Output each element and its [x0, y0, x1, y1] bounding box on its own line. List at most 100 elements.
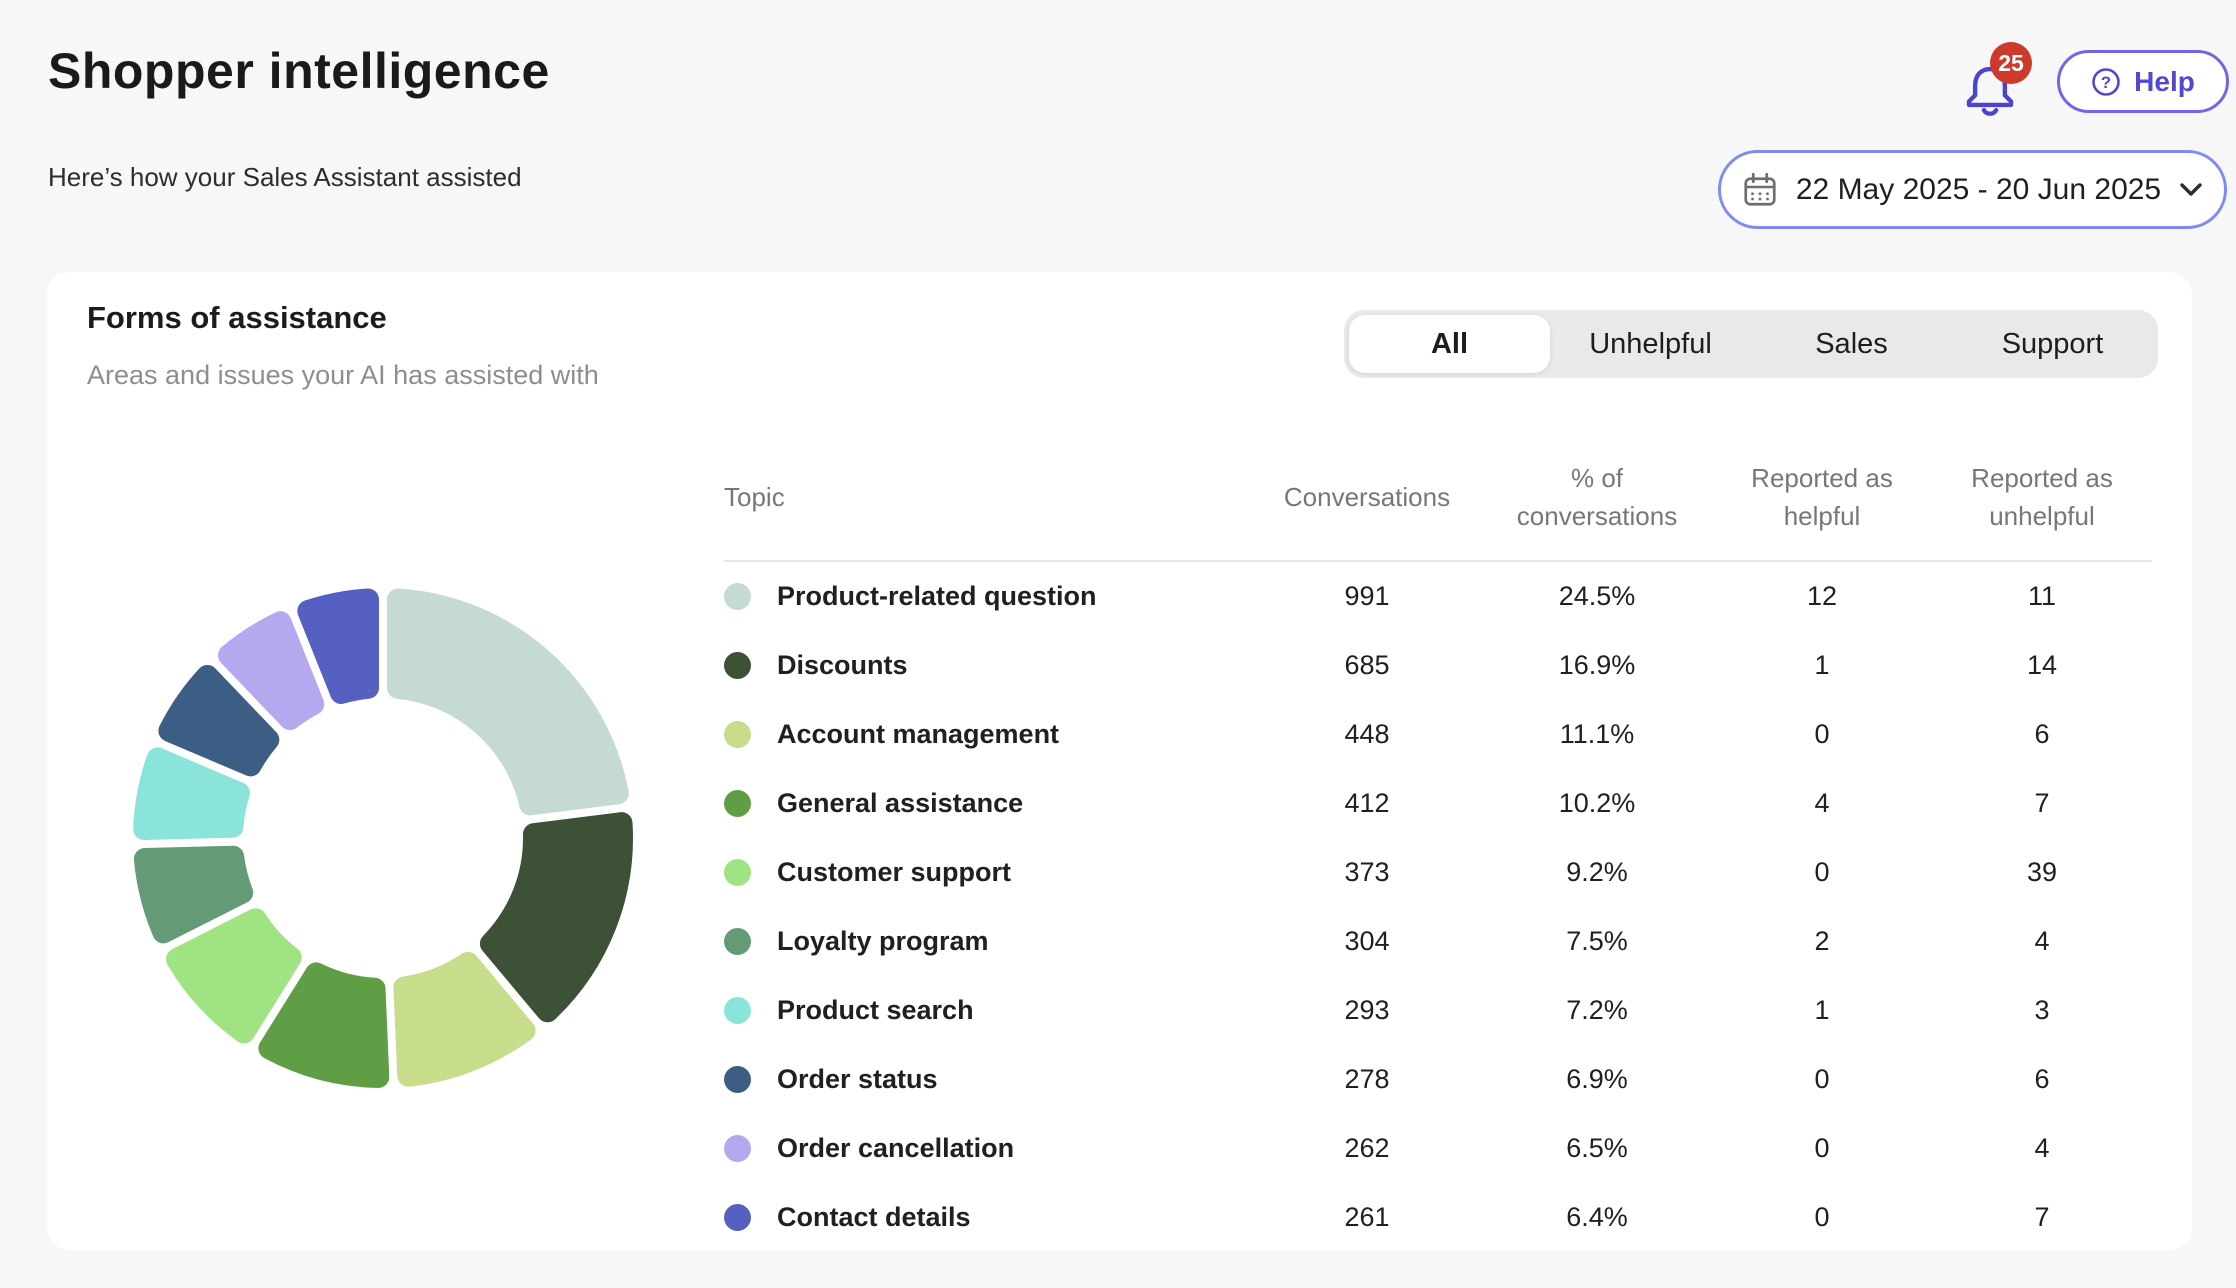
- topic-label: Contact details: [777, 1202, 971, 1232]
- table-header-divider: [724, 560, 2152, 562]
- helpful-value: 12: [1806, 581, 1838, 611]
- table-body: Product-related question 991 24.5% 12 11 Disc…: [724, 562, 2152, 1252]
- table-row[interactable]: Loyalty program 304 7.5% 2 4: [724, 907, 2152, 976]
- conversations-value: 293: [1344, 995, 1390, 1025]
- table-row[interactable]: Product search 293 7.2% 1 3: [724, 976, 2152, 1045]
- tab-all[interactable]: All: [1349, 315, 1550, 373]
- topic-label: Product search: [777, 995, 974, 1025]
- table-header-row: Topic Conversations % of conversations R…: [724, 432, 2152, 560]
- topic-label: Product-related question: [777, 581, 1097, 611]
- pct-value: 11.1%: [1559, 719, 1635, 749]
- forms-of-assistance-card: Forms of assistance Areas and issues you…: [47, 272, 2192, 1250]
- topic-cell: Contact details: [724, 1202, 1252, 1233]
- donut-segment-order-status[interactable]: [158, 664, 280, 777]
- unhelpful-value: 14: [2026, 650, 2058, 680]
- assistance-filter-tabs: All Unhelpful Sales Support: [1344, 310, 2158, 378]
- help-button[interactable]: ? Help: [2057, 50, 2229, 113]
- topic-cell: General assistance: [724, 788, 1252, 819]
- conversations-value: 412: [1344, 788, 1390, 818]
- donut-segment-general-assistance[interactable]: [258, 962, 390, 1088]
- tab-unhelpful[interactable]: Unhelpful: [1589, 327, 1712, 360]
- unhelpful-value: 4: [2034, 1133, 2050, 1163]
- topic-label: Account management: [777, 719, 1060, 749]
- helpful-value: 0: [1814, 857, 1830, 887]
- unhelpful-value: 11: [2027, 581, 2057, 611]
- table-row[interactable]: Contact details 261 6.4% 0 7: [724, 1183, 2152, 1252]
- topic-label: General assistance: [777, 788, 1024, 818]
- table-row[interactable]: Order cancellation 262 6.5% 0 4: [724, 1114, 2152, 1183]
- notification-count-badge: 25: [1990, 42, 2032, 84]
- donut-segment-loyalty-program[interactable]: [133, 845, 254, 944]
- column-header-pct: % of conversations: [1516, 463, 1678, 531]
- table-row[interactable]: General assistance 412 10.2% 4 7: [724, 769, 2152, 838]
- card-subtitle: Areas and issues your AI has assisted wi…: [87, 360, 599, 390]
- helpful-value: 0: [1814, 1064, 1830, 1094]
- topic-label: Loyalty program: [777, 926, 989, 956]
- assistance-donut-chart: [103, 558, 663, 1118]
- topic-color-dot: [724, 790, 751, 817]
- topic-color-dot: [724, 721, 751, 748]
- conversations-value: 991: [1344, 581, 1390, 611]
- conversations-value: 304: [1344, 926, 1390, 956]
- donut-segment-order-cancellation[interactable]: [217, 611, 325, 731]
- topic-cell: Product-related question: [724, 581, 1252, 612]
- table-row[interactable]: Account management 448 11.1% 0 6: [724, 700, 2152, 769]
- assistance-table: Topic Conversations % of conversations R…: [724, 432, 2152, 1252]
- tab-support[interactable]: Support: [2001, 327, 2104, 360]
- table-row[interactable]: Discounts 685 16.9% 1 14: [724, 631, 2152, 700]
- helpful-value: 2: [1814, 926, 1830, 956]
- table-row[interactable]: Product-related question 991 24.5% 12 11: [724, 562, 2152, 631]
- page-subtitle: Here’s how your Sales Assistant assisted: [48, 162, 522, 192]
- topic-color-dot: [724, 1066, 751, 1093]
- topic-cell: Discounts: [724, 650, 1252, 681]
- helpful-value: 1: [1814, 650, 1830, 680]
- donut-segment-product-related-question[interactable]: [386, 588, 629, 816]
- topic-color-dot: [724, 1204, 751, 1231]
- unhelpful-value: 3: [2034, 995, 2050, 1025]
- conversations-value: 261: [1344, 1202, 1390, 1232]
- topic-cell: Loyalty program: [724, 926, 1252, 957]
- donut-segment-discounts[interactable]: [479, 812, 633, 1023]
- notifications-button[interactable]: 25: [1962, 42, 2032, 118]
- unhelpful-value: 39: [2026, 857, 2058, 887]
- date-range-picker[interactable]: 22 May 2025 - 20 Jun 2025: [1718, 150, 2227, 229]
- topic-color-dot: [724, 652, 751, 679]
- calendar-icon: [1744, 172, 1776, 206]
- topic-color-dot: [724, 583, 751, 610]
- helpful-value: 0: [1814, 1133, 1830, 1163]
- column-header-conversations: Conversations: [1283, 482, 1451, 513]
- pct-value: 10.2%: [1558, 788, 1636, 818]
- helpful-value: 1: [1814, 995, 1830, 1025]
- donut-segment-customer-support[interactable]: [165, 908, 302, 1044]
- page-title: Shopper intelligence: [48, 43, 550, 99]
- pct-value: 6.4%: [1566, 1202, 1628, 1232]
- topic-cell: Account management: [724, 719, 1252, 750]
- table-row[interactable]: Customer support 373 9.2% 0 39: [724, 838, 2152, 907]
- helpful-value: 0: [1814, 719, 1830, 749]
- pct-value: 7.2%: [1566, 995, 1628, 1025]
- conversations-value: 278: [1344, 1064, 1390, 1094]
- topic-cell: Order cancellation: [724, 1133, 1252, 1164]
- table-row[interactable]: Order status 278 6.9% 0 6: [724, 1045, 2152, 1114]
- card-title: Forms of assistance: [87, 300, 387, 335]
- unhelpful-value: 6: [2034, 719, 2050, 749]
- topic-label: Discounts: [777, 650, 908, 680]
- topic-label: Customer support: [777, 857, 1012, 887]
- conversations-value: 262: [1344, 1133, 1390, 1163]
- topic-cell: Product search: [724, 995, 1252, 1026]
- column-header-helpful: Reported as helpful: [1751, 463, 1893, 531]
- date-range-value: 22 May 2025 - 20 Jun 2025: [1795, 172, 2162, 206]
- help-button-label: Help: [2134, 65, 2195, 97]
- pct-value: 16.9%: [1558, 650, 1636, 680]
- topic-cell: Customer support: [724, 857, 1252, 888]
- donut-segment-account-management[interactable]: [393, 951, 536, 1087]
- tab-sales[interactable]: Sales: [1815, 327, 1888, 360]
- helpful-value: 0: [1814, 1202, 1830, 1232]
- unhelpful-value: 4: [2034, 926, 2050, 956]
- topic-color-dot: [724, 997, 751, 1024]
- donut-segment-contact-details[interactable]: [297, 588, 380, 704]
- pct-value: 24.5%: [1558, 581, 1636, 611]
- pct-value: 6.5%: [1566, 1133, 1628, 1163]
- topic-label: Order cancellation: [777, 1133, 1015, 1163]
- donut-segment-product-search[interactable]: [133, 747, 250, 841]
